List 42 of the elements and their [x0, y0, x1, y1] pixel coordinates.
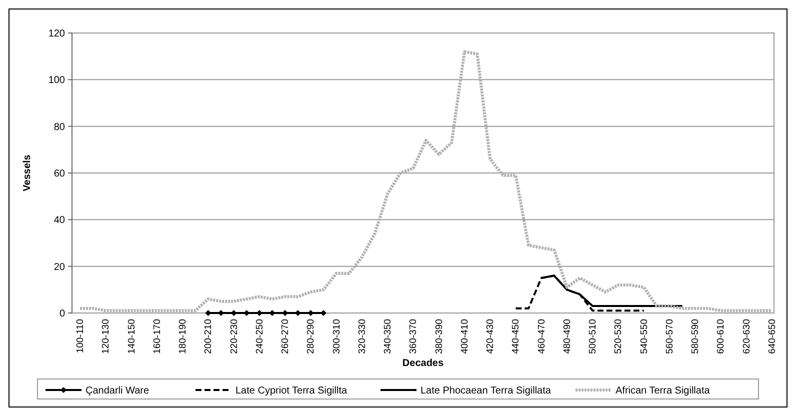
- x-tick-label: 620-630: [741, 319, 752, 354]
- x-tick-label: 460-470: [536, 319, 548, 354]
- legend-label: Late Phocaean Terra Sigillata: [420, 386, 552, 396]
- x-tick-label: 220-230: [228, 319, 240, 354]
- x-tick-label: 600-610: [716, 319, 727, 354]
- y-tick-label: 40: [54, 215, 66, 226]
- x-tick-label: 480-490: [562, 319, 573, 354]
- y-tick-label: 120: [48, 28, 66, 40]
- x-tick-label: 540-550: [638, 319, 650, 354]
- x-tick-label: 640-650: [767, 319, 778, 354]
- x-tick-label: 420-430: [485, 319, 496, 354]
- x-tick-label: 400-410: [459, 319, 470, 354]
- x-tick-label: 140-150: [126, 319, 138, 354]
- y-tick-label: 0: [59, 308, 66, 320]
- x-tick-label: 360-370: [408, 319, 420, 354]
- x-tick-label: 180-190: [178, 319, 189, 354]
- x-tick-label: 340-350: [382, 319, 394, 354]
- y-tick-label: 80: [54, 122, 66, 133]
- x-tick-label: 380-390: [434, 319, 445, 354]
- x-tick-label: 120-130: [100, 319, 112, 354]
- legend-label: Çandarli Ware: [86, 386, 150, 396]
- x-tick-label: 580-590: [690, 319, 702, 354]
- x-tick-label: 300-310: [331, 319, 342, 354]
- legend-label: African Terra Sigillata: [616, 386, 710, 396]
- line-series: [78, 50, 774, 312]
- x-tick-label: 320-330: [356, 319, 368, 354]
- x-axis-title: Decades: [402, 358, 444, 369]
- x-tick-label: 200-210: [203, 319, 214, 354]
- y-axis-title: Vessels: [22, 154, 33, 192]
- x-tick-label: 260-270: [280, 319, 292, 354]
- y-tick-label: 100: [48, 75, 66, 86]
- x-tick-label: 160-170: [152, 319, 163, 354]
- x-tick-label: 100-110: [75, 319, 86, 354]
- x-tick-label: 440-450: [510, 319, 522, 354]
- legend-label: Late Cypriot Terra Sigillta: [236, 386, 348, 396]
- x-tick-label: 240-250: [254, 319, 266, 354]
- x-tick-label: 560-570: [664, 319, 676, 354]
- y-tick-label: 60: [54, 168, 66, 180]
- x-tick-label: 520-530: [613, 319, 624, 354]
- y-tick-label: 20: [54, 262, 66, 273]
- x-tick-label: 500-510: [588, 319, 599, 354]
- x-tick-label: 280-290: [306, 319, 317, 354]
